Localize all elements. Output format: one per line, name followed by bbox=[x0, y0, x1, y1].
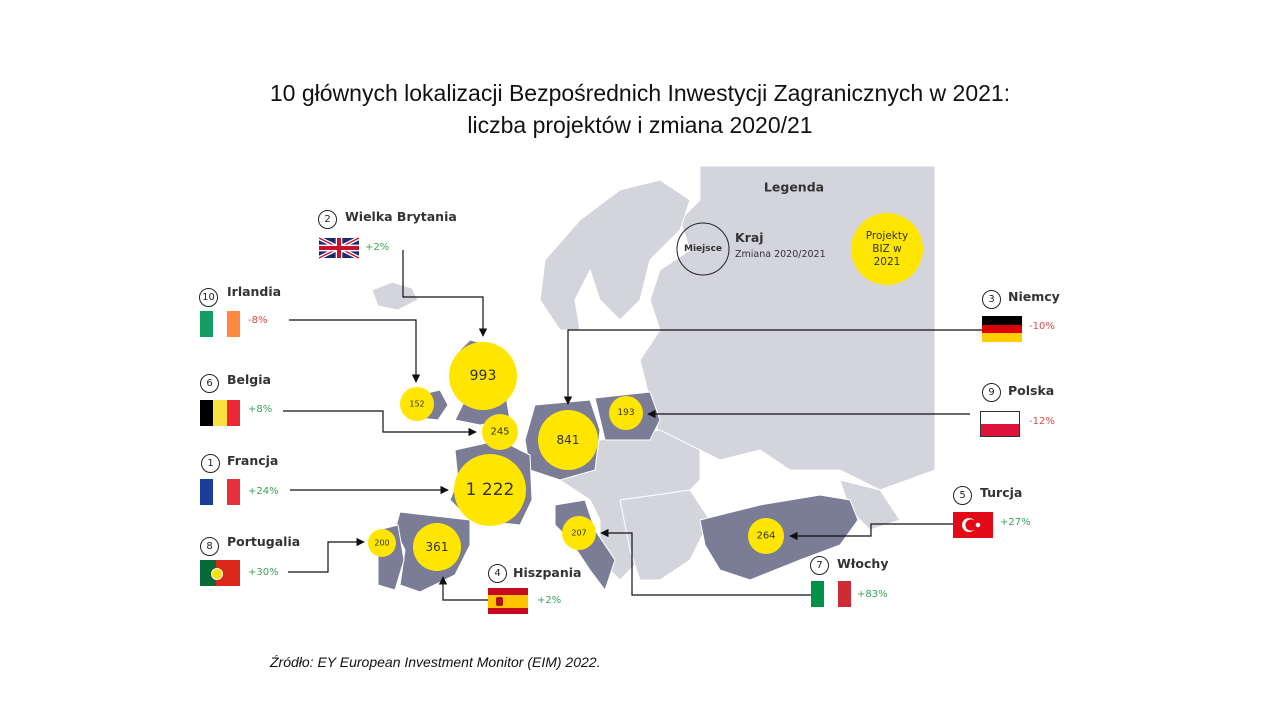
rank-badge-germany: 3 bbox=[982, 290, 1001, 309]
change-germany: -10% bbox=[1029, 321, 1055, 332]
rank-badge-poland: 9 bbox=[982, 383, 1001, 402]
iceland bbox=[371, 281, 419, 311]
country-name-uk: Wielka Brytania bbox=[345, 209, 457, 224]
flag-turkey-icon bbox=[953, 512, 993, 538]
legend-country-label: Kraj bbox=[735, 230, 764, 245]
flag-portugal-icon bbox=[200, 560, 240, 586]
bubble-value-poland: 193 bbox=[617, 408, 634, 418]
flag-ireland-icon bbox=[200, 311, 240, 337]
bubble-value-france: 1 222 bbox=[466, 480, 515, 500]
legend-rank-circle bbox=[676, 222, 730, 276]
bubble-value-spain: 361 bbox=[426, 540, 449, 554]
change-portugal: +30% bbox=[248, 567, 279, 578]
bubble-value-belgium: 245 bbox=[490, 427, 509, 438]
rank-badge-portugal: 8 bbox=[200, 537, 219, 556]
change-italy: +83% bbox=[857, 589, 888, 600]
scandinavia bbox=[539, 179, 691, 331]
country-name-italy: Włochy bbox=[837, 556, 889, 571]
change-turkey: +27% bbox=[1000, 517, 1031, 528]
title-line-2: liczba projektów i zmiana 2020/21 bbox=[467, 112, 813, 138]
change-france: +24% bbox=[248, 486, 279, 497]
rank-badge-ireland: 10 bbox=[199, 288, 218, 307]
connector-turkey bbox=[789, 523, 953, 541]
flag-spain-icon bbox=[488, 588, 528, 614]
title-line-1: 10 głównych lokalizacji Bezpośrednich In… bbox=[269, 80, 1011, 106]
bubble-france bbox=[454, 454, 526, 526]
legend-circle-label: Miejsce bbox=[684, 244, 722, 254]
bubble-portugal bbox=[368, 529, 396, 557]
legend-change-label: Zmiana 2020/2021 bbox=[735, 249, 826, 260]
rank-badge-italy: 7 bbox=[810, 556, 829, 575]
rank-badge-turkey: 5 bbox=[953, 486, 972, 505]
rank-badge-france: 1 bbox=[201, 454, 220, 473]
change-poland: -12% bbox=[1029, 416, 1055, 427]
bubble-value-turkey: 264 bbox=[756, 531, 775, 542]
country-name-spain: Hiszpania bbox=[513, 565, 582, 580]
legend-bubble-label: Projekty BIZ w 2021 bbox=[866, 230, 908, 268]
connector-italy bbox=[600, 528, 811, 596]
flag-germany-icon bbox=[982, 316, 1022, 342]
legend-heading: Legenda bbox=[764, 180, 824, 195]
bubbles: 1 222 993 841 361 264 245 207 200 193 152 bbox=[368, 342, 784, 571]
flag-belgium-icon bbox=[200, 400, 240, 426]
bubble-value-portugal: 200 bbox=[374, 539, 389, 548]
bubble-spain bbox=[413, 523, 461, 571]
country-name-ireland: Irlandia bbox=[227, 284, 282, 299]
connector-spain bbox=[438, 576, 488, 601]
bubble-uk bbox=[449, 342, 517, 410]
change-uk: +2% bbox=[365, 242, 390, 253]
rank-badge-uk: 2 bbox=[318, 210, 337, 229]
change-ireland: -8% bbox=[248, 315, 268, 326]
country-name-germany: Niemcy bbox=[1008, 289, 1060, 304]
flag-uk-icon bbox=[319, 235, 359, 261]
change-spain: +2% bbox=[537, 595, 562, 606]
connector-germany bbox=[563, 329, 982, 405]
change-belgium: +8% bbox=[248, 404, 273, 415]
country-name-belgium: Belgia bbox=[227, 372, 271, 387]
bubble-italy bbox=[562, 516, 596, 550]
rank-badge-belgium: 6 bbox=[200, 374, 219, 393]
bubble-turkey bbox=[748, 518, 784, 554]
connector-belgium bbox=[283, 410, 477, 437]
bubble-value-italy: 207 bbox=[571, 529, 586, 538]
bubble-value-germany: 841 bbox=[557, 433, 580, 447]
rank-badge-spain: 4 bbox=[488, 564, 507, 583]
bubble-ireland bbox=[400, 387, 434, 421]
bubble-value-uk: 993 bbox=[470, 368, 497, 384]
flag-italy-icon bbox=[811, 581, 851, 607]
bubble-value-ireland: 152 bbox=[409, 400, 424, 409]
country-name-turkey: Turcja bbox=[980, 485, 1023, 500]
connector-portugal bbox=[288, 537, 365, 573]
connector-ireland bbox=[289, 319, 421, 383]
bubble-poland bbox=[609, 396, 643, 430]
flag-france-icon bbox=[200, 479, 240, 505]
bubble-germany bbox=[538, 410, 598, 470]
country-name-portugal: Portugalia bbox=[227, 534, 301, 549]
connector-uk bbox=[402, 250, 488, 337]
connectors bbox=[283, 250, 982, 601]
country-name-france: Francja bbox=[227, 453, 279, 468]
bubble-belgium bbox=[482, 414, 518, 450]
flag-poland-icon bbox=[980, 411, 1020, 437]
source-note: Źródło: EY European Investment Monitor (… bbox=[270, 654, 601, 670]
country-name-poland: Polska bbox=[1008, 383, 1055, 398]
legend-bubble bbox=[851, 213, 923, 285]
